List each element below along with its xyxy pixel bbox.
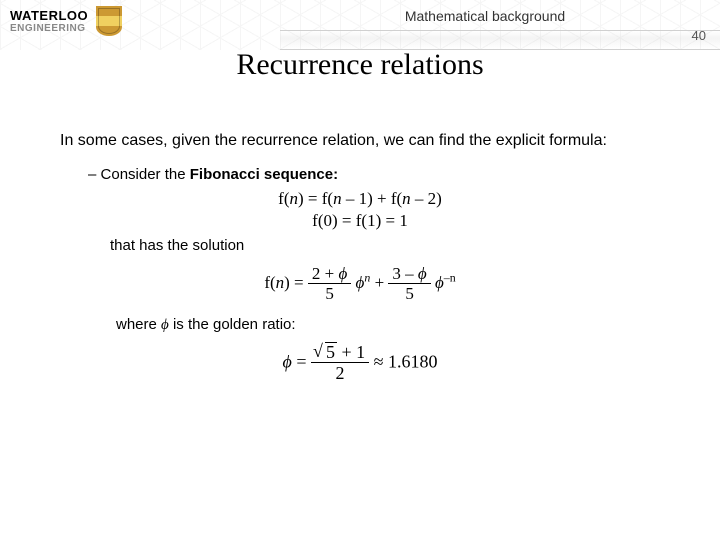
bullet-text-prefix: Consider the (101, 166, 190, 183)
header-band (280, 30, 720, 50)
fn-lhs: f(n) = (264, 273, 308, 292)
frac-phi: 5 + 1 2 (311, 342, 369, 384)
phi-symbol: ϕ (161, 317, 169, 333)
equation-initial: f(0) = f(1) = 1 (60, 211, 660, 231)
bullet-fibonacci: Consider the Fibonacci sequence: (88, 166, 660, 183)
sqrt-5: 5 (315, 342, 337, 363)
phi-2: ϕ (435, 273, 444, 292)
plus: + (375, 273, 389, 292)
formula-closed-form: f(n) = 2 + ϕ 5 ϕn + 3 – ϕ 5 ϕ–n (60, 264, 660, 304)
intro-paragraph: In some cases, given the recurrence rela… (60, 130, 660, 152)
logo: WATERLOO ENGINEERING (10, 6, 122, 36)
exp-neg-n: –n (444, 270, 456, 284)
slide-number: 40 (692, 28, 706, 43)
approx-value: ≈ 1.6180 (374, 351, 438, 371)
phi-lhs: ϕ (282, 351, 291, 371)
formula-golden-ratio: ϕ = 5 + 1 2 ≈ 1.6180 (60, 342, 660, 384)
bullet-text-bold: Fibonacci sequence: (190, 166, 338, 183)
tail-text: that has the solution (110, 237, 660, 254)
where-line: where ϕ is the golden ratio: (116, 316, 660, 334)
frac-2: 3 – ϕ 5 (388, 264, 430, 304)
logo-top-line: WATERLOO (10, 9, 88, 22)
exp-n: n (364, 270, 370, 284)
equation-recurrence: f(n) = f(n – 1) + f(n – 2) (60, 189, 660, 209)
logo-bottom-line: ENGINEERING (10, 24, 88, 34)
header-topic: Mathematical background (280, 8, 690, 24)
frac-1: 2 + ϕ 5 (308, 264, 351, 304)
slide-body: In some cases, given the recurrence rela… (60, 130, 660, 390)
page-title: Recurrence relations (0, 48, 720, 82)
logo-text: WATERLOO ENGINEERING (10, 9, 88, 34)
crest-icon (96, 6, 122, 36)
